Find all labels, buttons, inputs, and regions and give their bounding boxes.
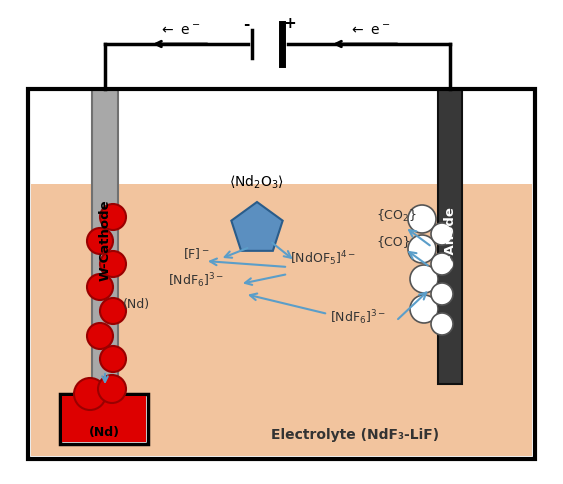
Bar: [62, 396, 146, 442]
Circle shape: [100, 346, 126, 372]
Text: [F]$^-$: [F]$^-$: [183, 245, 210, 260]
Circle shape: [410, 295, 438, 323]
Circle shape: [98, 375, 126, 403]
Circle shape: [100, 205, 126, 230]
Circle shape: [431, 284, 453, 305]
Circle shape: [100, 252, 126, 277]
Circle shape: [410, 265, 438, 293]
Text: (Nd): (Nd): [88, 425, 119, 439]
Text: -: -: [243, 17, 249, 32]
Bar: [92, 90, 118, 389]
Text: [NdF$_6$]$^{3-}$: [NdF$_6$]$^{3-}$: [168, 271, 224, 289]
Circle shape: [87, 274, 113, 301]
Bar: [28, 90, 535, 459]
Circle shape: [431, 313, 453, 335]
Text: [NdOF$_5$]$^{4-}$: [NdOF$_5$]$^{4-}$: [290, 249, 356, 267]
Text: {CO$_2$}: {CO$_2$}: [376, 208, 417, 224]
Text: (Nd): (Nd): [123, 298, 150, 311]
Circle shape: [431, 224, 453, 245]
Circle shape: [74, 378, 106, 410]
Text: W-Cathode: W-Cathode: [99, 199, 111, 280]
Text: Electrolyte (NdF₃-LiF): Electrolyte (NdF₃-LiF): [271, 427, 439, 441]
Text: +: +: [284, 15, 296, 30]
Bar: [438, 90, 462, 384]
Bar: [60, 394, 148, 444]
Circle shape: [431, 254, 453, 275]
Text: {CO}: {CO}: [376, 235, 410, 247]
Text: $\langle$Nd$_2$O$_3\rangle$: $\langle$Nd$_2$O$_3\rangle$: [230, 173, 284, 190]
Text: [NdF$_6$]$^{3-}$: [NdF$_6$]$^{3-}$: [330, 307, 386, 326]
Bar: [28, 90, 535, 459]
Circle shape: [408, 206, 436, 233]
Polygon shape: [231, 203, 283, 251]
Text: $\leftarrow$ e$^-$: $\leftarrow$ e$^-$: [159, 24, 200, 38]
Bar: [31, 184, 532, 456]
Circle shape: [87, 228, 113, 255]
Circle shape: [100, 298, 126, 324]
Circle shape: [408, 236, 436, 263]
Circle shape: [87, 323, 113, 349]
Text: C-Anode: C-Anode: [444, 206, 457, 269]
Text: $\leftarrow$ e$^-$: $\leftarrow$ e$^-$: [350, 24, 391, 38]
